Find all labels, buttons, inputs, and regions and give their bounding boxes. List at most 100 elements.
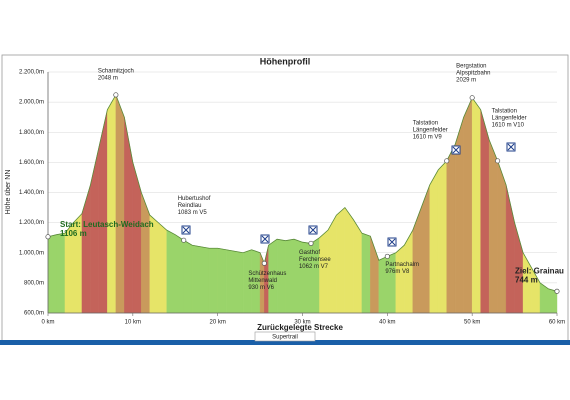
chart-title: Höhenprofil xyxy=(260,56,311,66)
annotation-point xyxy=(308,240,314,246)
area-segment xyxy=(429,169,439,314)
blue-bar xyxy=(0,340,570,345)
annotation-label: 2048 m xyxy=(98,75,118,81)
annotation-label: Talstation xyxy=(492,108,517,114)
annotation-label: 976m V8 xyxy=(385,269,410,275)
annotation-point xyxy=(495,158,501,164)
y-tick-label: 1.400,0m xyxy=(19,190,44,196)
icon xyxy=(260,234,270,244)
area-segment xyxy=(47,234,57,314)
x-tick-label: 50 km xyxy=(464,320,480,326)
area-segment xyxy=(488,139,498,314)
area-segment xyxy=(319,229,329,314)
y-tick-label: 2.200,0m xyxy=(19,70,44,76)
annotation-label: Gasthof xyxy=(299,250,320,256)
area-segment xyxy=(225,249,235,314)
area-segment xyxy=(471,97,481,314)
area-segment xyxy=(208,248,218,314)
y-tick-label: 800,0m xyxy=(24,280,44,286)
annotation-label: Längenfelder xyxy=(492,115,527,121)
annotation-label: Ziel: Grainau xyxy=(515,266,564,275)
annotation-label: Hubertushof xyxy=(178,196,211,202)
x-tick-label: 20 km xyxy=(209,320,225,326)
icon xyxy=(181,225,191,235)
annotation-point xyxy=(444,158,450,164)
y-tick-label: 2.000,0m xyxy=(19,100,44,106)
area-segment xyxy=(149,214,159,314)
y-tick-label: 1.200,0m xyxy=(19,220,44,226)
annotation-label: 1610 m V9 xyxy=(413,134,443,140)
area-segment xyxy=(310,237,320,314)
icon xyxy=(506,142,516,152)
area-segment xyxy=(158,222,167,314)
annotation-point xyxy=(113,92,119,98)
annotation-label: Alpspitzbahn xyxy=(456,70,490,76)
annotation-label: 930 m V6 xyxy=(248,285,274,291)
annotation-label: 744 m xyxy=(515,275,538,284)
icon xyxy=(308,225,318,235)
plot: 600,0m 800,0m 1.000,0m 1.200,0m 1.400,0m 1.60… xyxy=(19,63,565,325)
tab[interactable] xyxy=(254,331,316,342)
x-tick-label: 60 km xyxy=(549,320,565,326)
annotation-label: Start: Leutasch-Weidach xyxy=(60,220,154,229)
y-tick-label: 1.600,0m xyxy=(19,160,44,166)
x-tick-label: 0 km xyxy=(41,320,54,326)
area-segment xyxy=(395,244,405,314)
area-segment xyxy=(480,109,490,314)
profile-line xyxy=(47,93,558,292)
annotation-label: Talstation xyxy=(413,120,438,126)
area-segment xyxy=(446,144,456,314)
y-axis-label: Höhe über NN xyxy=(5,170,12,215)
area-segment xyxy=(217,247,227,314)
area-segment xyxy=(353,218,363,314)
annotation-label: Mittenwald xyxy=(248,278,277,284)
area-segment xyxy=(336,207,346,314)
area-segment xyxy=(107,94,117,314)
area-segment xyxy=(200,246,210,314)
annotation-point xyxy=(181,237,187,243)
annotation-point xyxy=(554,288,560,294)
tab-label[interactable]: Supertrail xyxy=(272,335,298,341)
annotation-label: Bergstation xyxy=(456,63,486,69)
area-segment xyxy=(166,229,176,314)
area-segment xyxy=(234,251,244,314)
annotation-label: 1610 m V10 xyxy=(492,122,525,128)
icon xyxy=(451,145,461,155)
icons xyxy=(181,142,516,247)
annotation-label: Schützenhaus xyxy=(248,271,286,277)
area-segment xyxy=(344,206,354,314)
annotation-label: Scharnitzjoch xyxy=(98,68,134,74)
annotation-label: 1083 m V5 xyxy=(178,210,208,216)
annotation-label: Ferchensee xyxy=(299,257,331,263)
area-segment xyxy=(183,239,193,314)
icon xyxy=(387,237,397,247)
area-segment xyxy=(497,160,507,314)
area-segment xyxy=(56,232,66,314)
area-segment xyxy=(361,232,371,314)
area-segment xyxy=(463,97,473,314)
area-segment xyxy=(192,244,201,314)
annotation-label: 1106 m xyxy=(60,229,87,238)
y-tick-label: 600,0m xyxy=(24,311,44,317)
annotation-label: 2029 m xyxy=(456,77,476,83)
annotation-point xyxy=(469,95,475,101)
area-segment xyxy=(327,214,337,314)
annotation-label: Reindlau xyxy=(178,203,202,209)
annotation-point xyxy=(384,253,390,259)
area-segment xyxy=(115,94,125,314)
annotation-label: Längenfelder xyxy=(413,127,448,133)
area-segment xyxy=(175,234,184,314)
x-tick-label: 40 km xyxy=(379,320,395,326)
x-tick-label: 10 km xyxy=(125,320,141,326)
x-tick-label: 30 km xyxy=(294,320,310,326)
annotation-label: 1062 m V7 xyxy=(299,264,329,270)
y-tick-label: 1.800,0m xyxy=(19,130,44,136)
annotation-label: Partnachalm xyxy=(385,262,419,268)
annotation-point xyxy=(261,260,267,266)
y-tick-label: 1.000,0m xyxy=(19,250,44,256)
annotation-point xyxy=(45,234,51,240)
area-segment xyxy=(438,160,447,314)
area-segment xyxy=(285,238,295,314)
x-axis-label: Zurückgelegte Strecke xyxy=(257,323,343,332)
